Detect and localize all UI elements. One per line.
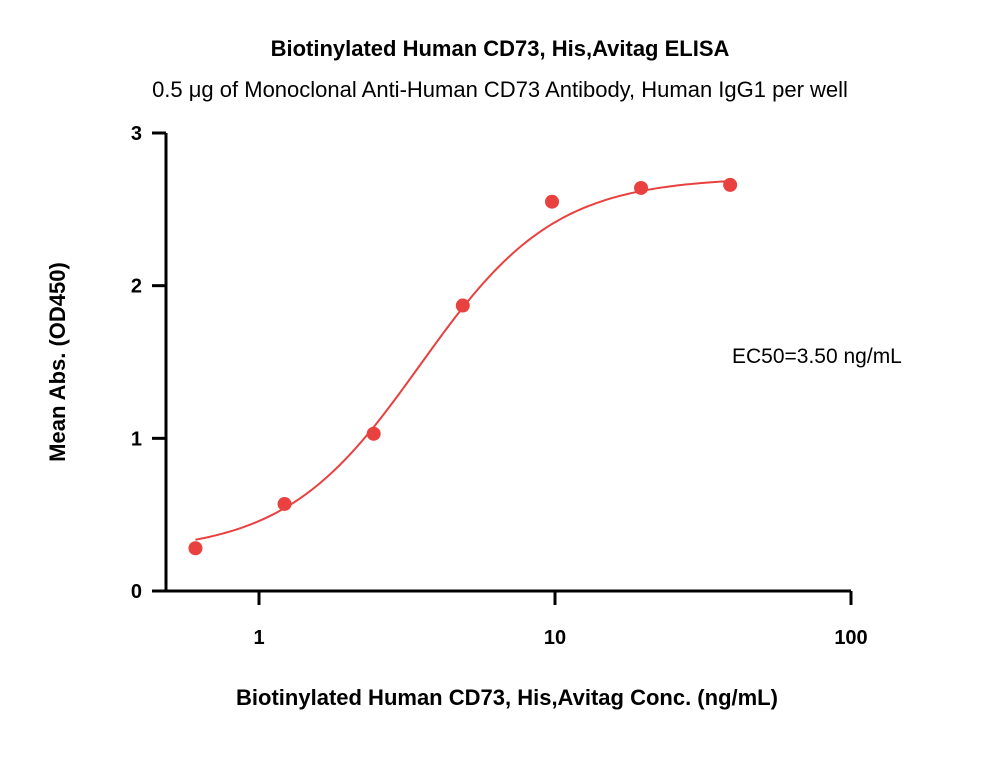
y-tick-label: 2: [131, 276, 142, 298]
data-point: [277, 496, 292, 511]
x-ticks: 1 10 100: [253, 591, 868, 649]
data-point: [634, 180, 649, 195]
fit-curve: [195, 180, 731, 541]
y-axis-label: Mean Abs. (OD450): [45, 262, 70, 462]
y-tick-label: 1: [131, 428, 142, 450]
chart-title: Biotinylated Human CD73, His,Avitag ELIS…: [270, 36, 730, 61]
y-tick-label: 3: [131, 123, 142, 145]
ec50-annotation: EC50=3.50 ng/mL: [732, 345, 902, 368]
data-point: [188, 541, 203, 556]
x-tick-label: 1: [253, 627, 264, 649]
y-ticks: 0 1 2 3: [131, 123, 166, 603]
x-tick-label: 10: [544, 627, 566, 649]
data-point: [723, 177, 738, 192]
x-axis-label: Biotinylated Human CD73, His,Avitag Conc…: [236, 685, 778, 710]
data-point: [366, 426, 381, 441]
y-tick-label: 0: [131, 581, 142, 603]
axes: [164, 133, 851, 593]
chart-subtitle: 0.5 μg of Monoclonal Anti-Human CD73 Ant…: [152, 77, 848, 102]
data-point: [545, 194, 560, 209]
data-points: [188, 177, 738, 556]
data-point: [455, 298, 470, 313]
x-tick-label: 100: [834, 627, 867, 649]
